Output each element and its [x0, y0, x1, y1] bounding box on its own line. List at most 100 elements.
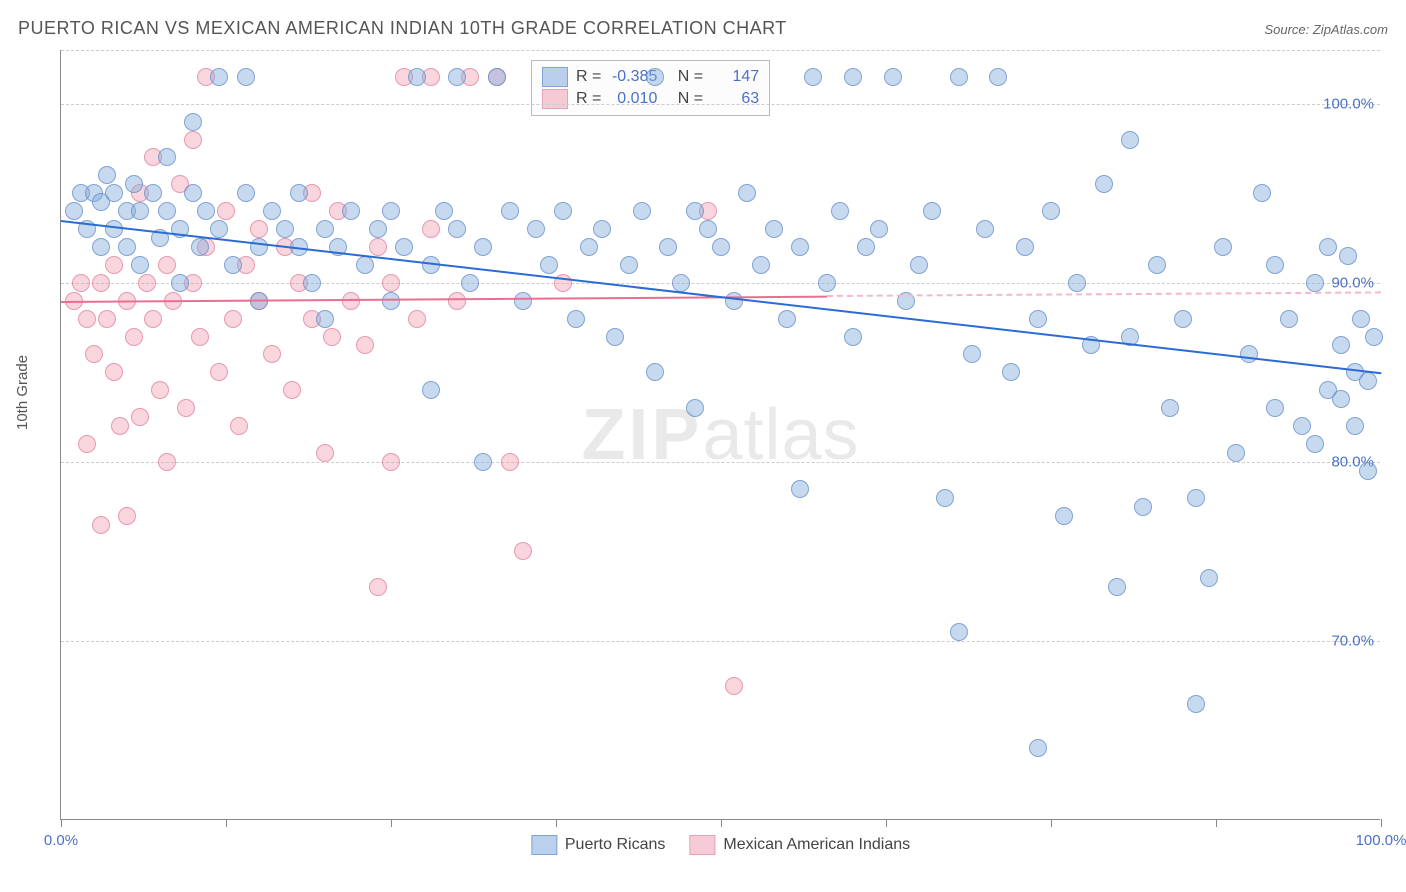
data-point: [151, 381, 169, 399]
data-point: [1174, 310, 1192, 328]
data-point: [283, 381, 301, 399]
data-point: [171, 274, 189, 292]
data-point: [936, 489, 954, 507]
data-point: [501, 202, 519, 220]
data-point: [224, 310, 242, 328]
data-point: [323, 328, 341, 346]
gridline: [61, 641, 1380, 642]
data-point: [250, 238, 268, 256]
data-point: [408, 310, 426, 328]
data-point: [177, 399, 195, 417]
swatch-pink-icon: [542, 89, 568, 109]
data-point: [672, 274, 690, 292]
data-point: [818, 274, 836, 292]
data-point: [158, 202, 176, 220]
data-point: [1332, 390, 1350, 408]
data-point: [131, 256, 149, 274]
data-point: [316, 220, 334, 238]
data-point: [1266, 256, 1284, 274]
data-point: [686, 202, 704, 220]
data-point: [105, 184, 123, 202]
data-point: [184, 131, 202, 149]
data-point: [250, 220, 268, 238]
data-point: [105, 220, 123, 238]
data-point: [1319, 238, 1337, 256]
data-point: [237, 184, 255, 202]
data-point: [210, 68, 228, 86]
data-point: [276, 220, 294, 238]
data-point: [111, 417, 129, 435]
data-point: [369, 238, 387, 256]
data-point: [712, 238, 730, 256]
data-point: [105, 256, 123, 274]
data-point: [382, 453, 400, 471]
data-point: [158, 148, 176, 166]
data-point: [356, 336, 374, 354]
data-point: [1042, 202, 1060, 220]
data-point: [78, 310, 96, 328]
data-point: [369, 578, 387, 596]
data-point: [1339, 247, 1357, 265]
data-point: [514, 292, 532, 310]
data-point: [210, 363, 228, 381]
data-point: [1346, 417, 1364, 435]
data-point: [158, 256, 176, 274]
data-point: [382, 274, 400, 292]
data-point: [197, 202, 215, 220]
data-point: [831, 202, 849, 220]
data-point: [131, 202, 149, 220]
data-point: [1352, 310, 1370, 328]
data-point: [844, 68, 862, 86]
y-tick-label: 90.0%: [1331, 274, 1374, 291]
legend-row-pink: R = 0.010 N = 63: [542, 89, 759, 109]
x-tick: [721, 819, 722, 827]
data-point: [78, 435, 96, 453]
data-point: [356, 256, 374, 274]
data-point: [303, 274, 321, 292]
data-point: [1293, 417, 1311, 435]
data-point: [461, 274, 479, 292]
data-point: [474, 453, 492, 471]
chart-title: PUERTO RICAN VS MEXICAN AMERICAN INDIAN …: [18, 18, 787, 39]
data-point: [316, 444, 334, 462]
data-point: [408, 68, 426, 86]
data-point: [1227, 444, 1245, 462]
data-point: [1359, 372, 1377, 390]
data-point: [224, 256, 242, 274]
data-point: [1240, 345, 1258, 363]
scatter-plot-area: ZIPatlas R = -0.385 N = 147 R = 0.010 N …: [60, 50, 1380, 820]
data-point: [435, 202, 453, 220]
data-point: [290, 184, 308, 202]
swatch-blue-icon: [542, 67, 568, 87]
data-point: [1214, 238, 1232, 256]
data-point: [184, 184, 202, 202]
data-point: [527, 220, 545, 238]
data-point: [633, 202, 651, 220]
data-point: [474, 238, 492, 256]
data-point: [448, 292, 466, 310]
data-point: [976, 220, 994, 238]
legend-item-blue: Puerto Ricans: [531, 835, 666, 855]
data-point: [791, 238, 809, 256]
y-tick-label: 100.0%: [1323, 95, 1374, 112]
data-point: [725, 292, 743, 310]
swatch-blue-icon: [531, 835, 557, 855]
data-point: [131, 408, 149, 426]
x-tick: [556, 819, 557, 827]
data-point: [1068, 274, 1086, 292]
gridline: [61, 50, 1380, 51]
data-point: [501, 453, 519, 471]
data-point: [65, 202, 83, 220]
data-point: [217, 202, 235, 220]
data-point: [1002, 363, 1020, 381]
source-attribution: Source: ZipAtlas.com: [1264, 22, 1388, 37]
y-axis-label: 10th Grade: [14, 355, 31, 430]
data-point: [1365, 328, 1383, 346]
data-point: [342, 202, 360, 220]
data-point: [263, 202, 281, 220]
data-point: [646, 68, 664, 86]
data-point: [699, 220, 717, 238]
data-point: [857, 238, 875, 256]
data-point: [963, 345, 981, 363]
y-tick-label: 70.0%: [1331, 632, 1374, 649]
